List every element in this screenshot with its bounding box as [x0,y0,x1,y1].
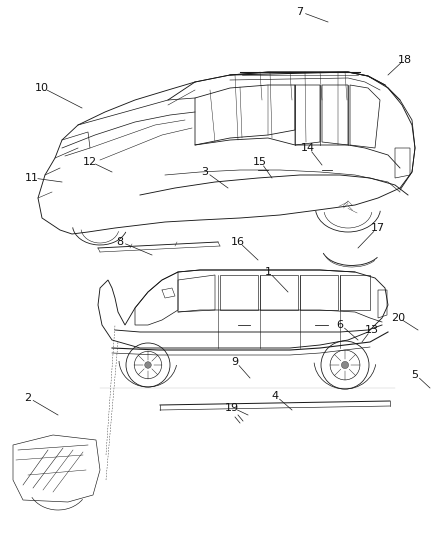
Text: 13: 13 [365,325,379,335]
Text: 6: 6 [336,320,343,330]
Text: 15: 15 [253,157,267,167]
Text: 10: 10 [35,83,49,93]
Circle shape [145,362,151,368]
Text: 16: 16 [231,237,245,247]
Text: 19: 19 [225,403,239,413]
Text: 2: 2 [25,393,32,403]
Text: 17: 17 [371,223,385,233]
Text: 5: 5 [411,370,418,380]
Text: 12: 12 [83,157,97,167]
Text: 11: 11 [25,173,39,183]
Text: 4: 4 [272,391,279,401]
Text: 7: 7 [297,7,304,17]
Text: 20: 20 [391,313,405,323]
Text: 3: 3 [201,167,208,177]
Text: 9: 9 [231,357,239,367]
Text: 18: 18 [398,55,412,65]
Circle shape [341,361,349,369]
Text: 1: 1 [265,267,272,277]
Text: 8: 8 [117,237,124,247]
Text: 14: 14 [301,143,315,153]
